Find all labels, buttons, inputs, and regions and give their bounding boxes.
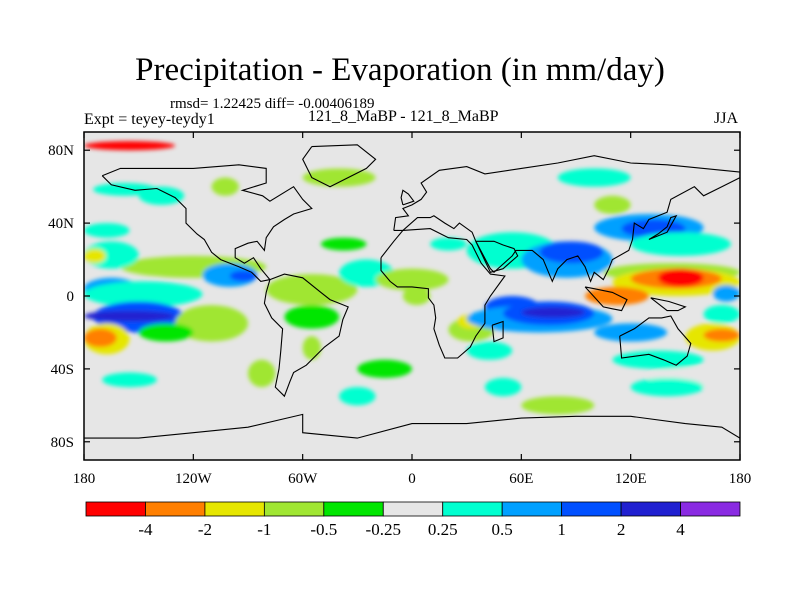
colorbar-label: 2 bbox=[617, 520, 626, 539]
coastline bbox=[380, 228, 506, 359]
contour-region bbox=[375, 268, 449, 291]
coastline bbox=[400, 189, 415, 206]
colorbar-swatch bbox=[145, 501, 206, 517]
contour-field bbox=[84, 141, 740, 415]
y-tick-label: 40N bbox=[48, 216, 74, 232]
contour-region bbox=[557, 168, 631, 187]
contour-region bbox=[84, 248, 106, 264]
x-tick-label: 60W bbox=[288, 471, 318, 487]
contour-region bbox=[585, 286, 649, 306]
y-tick-label: 40S bbox=[51, 362, 74, 378]
contour-region bbox=[84, 328, 117, 348]
colorbar: -4 -2 -1 -0.5 -0.25 0.25 0.5 1 2 4 bbox=[85, 501, 741, 539]
colorbar-label: -0.25 bbox=[366, 520, 401, 539]
contour-region bbox=[138, 323, 194, 342]
season-label: JJA bbox=[714, 110, 739, 127]
x-tick-label: 120E bbox=[615, 471, 647, 487]
contour-region bbox=[247, 359, 276, 388]
contour-region bbox=[630, 232, 731, 256]
colorbar-label: 4 bbox=[676, 520, 685, 539]
colorbar-swatch bbox=[204, 501, 265, 517]
coastline bbox=[84, 413, 740, 439]
chart-title: Precipitation - Evaporation (in mm/day) bbox=[135, 52, 665, 88]
y-tick-label: 80S bbox=[51, 435, 74, 451]
y-tick-label: 80N bbox=[48, 143, 74, 159]
experiment-label: Expt = teyey-teydy1 bbox=[84, 111, 215, 128]
contour-region bbox=[102, 372, 157, 388]
coastline bbox=[619, 315, 692, 366]
colorbar-swatch bbox=[620, 501, 681, 517]
contour-region bbox=[320, 237, 367, 251]
colorbar-swatch bbox=[680, 501, 741, 517]
contour-region bbox=[266, 274, 358, 306]
contour-region bbox=[84, 310, 176, 322]
colorbar-label: -1 bbox=[257, 520, 271, 539]
coastline bbox=[302, 144, 377, 188]
colorbar-swatch bbox=[85, 501, 146, 517]
y-axis: 80N 40N 0 40S 80S bbox=[48, 143, 740, 451]
contour-region bbox=[229, 270, 258, 282]
contour-region bbox=[703, 328, 740, 342]
colorbar-swatch bbox=[382, 501, 444, 517]
contour-region bbox=[521, 396, 595, 415]
y-tick-label: 0 bbox=[67, 289, 75, 305]
colorbar-label: 0.25 bbox=[428, 520, 458, 539]
x-tick-label: 0 bbox=[408, 471, 416, 487]
colorbar-label: 0.5 bbox=[492, 520, 513, 539]
coastline bbox=[475, 240, 519, 273]
colorbar-swatch bbox=[561, 501, 622, 517]
colorbar-swatch bbox=[501, 501, 563, 517]
colorbar-swatch bbox=[442, 501, 503, 517]
contour-region bbox=[84, 223, 130, 238]
contour-region bbox=[539, 241, 604, 264]
contour-region bbox=[612, 350, 704, 369]
coastline bbox=[101, 164, 313, 282]
x-tick-label: 120W bbox=[175, 471, 213, 487]
contour-region bbox=[466, 341, 513, 360]
contour-region bbox=[594, 323, 668, 342]
contour-region bbox=[284, 305, 340, 329]
contour-region bbox=[521, 306, 586, 318]
contour-region bbox=[357, 359, 412, 378]
colorbar-swatch bbox=[263, 501, 325, 517]
coastline bbox=[648, 214, 678, 241]
colorbar-swatch bbox=[323, 501, 384, 517]
stats-text: rmsd= 1.22425 diff= -0.00406189 bbox=[170, 96, 375, 112]
contour-region bbox=[712, 285, 740, 302]
contour-region bbox=[302, 168, 376, 187]
contour-region bbox=[703, 305, 740, 324]
contour-region bbox=[658, 268, 704, 287]
contour-region bbox=[430, 237, 467, 251]
chart-subtitle: 121_8_MaBP - 121_8_MaBP bbox=[308, 108, 499, 125]
colorbar-label: 1 bbox=[557, 520, 566, 539]
contour-region bbox=[594, 195, 631, 214]
land-outlines bbox=[84, 144, 740, 439]
coastline bbox=[650, 297, 687, 312]
x-tick-label: 60E bbox=[509, 471, 533, 487]
contour-region bbox=[630, 378, 704, 397]
contour-region bbox=[339, 387, 376, 406]
coastline bbox=[263, 273, 349, 398]
coastline bbox=[491, 320, 504, 343]
colorbar-label: -4 bbox=[138, 520, 153, 539]
x-axis: 180 120W 60W 0 60E 120E 180 bbox=[73, 132, 752, 487]
contour-region bbox=[84, 281, 203, 307]
contour-region bbox=[302, 336, 321, 360]
contour-region bbox=[175, 305, 248, 342]
contour-region bbox=[84, 141, 176, 151]
x-tick-label: 180 bbox=[73, 471, 96, 487]
contour-region bbox=[138, 186, 185, 205]
contour-region bbox=[484, 378, 522, 397]
colorbar-label: -0.5 bbox=[310, 520, 337, 539]
contour-region bbox=[402, 286, 431, 306]
coastline bbox=[584, 286, 628, 312]
x-tick-label: 180 bbox=[729, 471, 752, 487]
colorbar-label: -2 bbox=[198, 520, 212, 539]
contour-region bbox=[211, 177, 239, 196]
